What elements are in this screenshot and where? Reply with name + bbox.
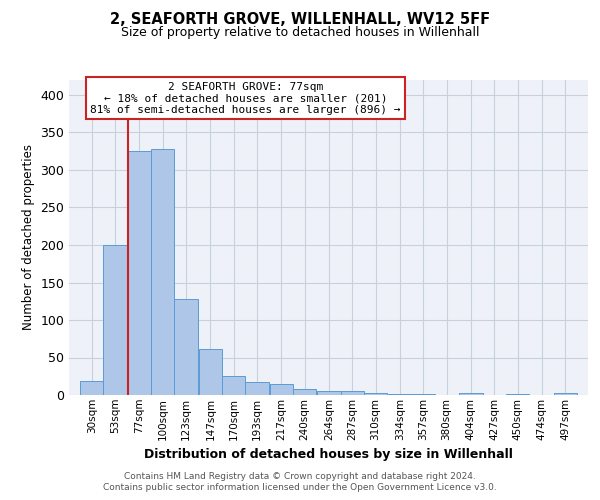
Bar bbox=[388, 394, 412, 395]
Text: 2, SEAFORTH GROVE, WILLENHALL, WV12 5FF: 2, SEAFORTH GROVE, WILLENHALL, WV12 5FF bbox=[110, 12, 490, 28]
Bar bbox=[459, 393, 482, 395]
Bar bbox=[245, 382, 269, 395]
Bar bbox=[270, 384, 293, 395]
Bar bbox=[554, 393, 577, 395]
Bar bbox=[175, 299, 198, 395]
X-axis label: Distribution of detached houses by size in Willenhall: Distribution of detached houses by size … bbox=[144, 448, 513, 461]
Bar bbox=[199, 348, 222, 395]
Text: 2 SEAFORTH GROVE: 77sqm
← 18% of detached houses are smaller (201)
81% of semi-d: 2 SEAFORTH GROVE: 77sqm ← 18% of detache… bbox=[90, 82, 401, 115]
Bar bbox=[80, 381, 103, 395]
Bar bbox=[364, 393, 387, 395]
Bar bbox=[412, 394, 435, 395]
Bar bbox=[128, 151, 151, 395]
Bar bbox=[506, 394, 529, 395]
Bar bbox=[151, 149, 175, 395]
Bar bbox=[222, 376, 245, 395]
Text: Contains public sector information licensed under the Open Government Licence v3: Contains public sector information licen… bbox=[103, 484, 497, 492]
Bar bbox=[341, 391, 364, 395]
Bar bbox=[293, 389, 316, 395]
Bar bbox=[103, 245, 127, 395]
Text: Contains HM Land Registry data © Crown copyright and database right 2024.: Contains HM Land Registry data © Crown c… bbox=[124, 472, 476, 481]
Text: Size of property relative to detached houses in Willenhall: Size of property relative to detached ho… bbox=[121, 26, 479, 39]
Bar bbox=[317, 390, 341, 395]
Y-axis label: Number of detached properties: Number of detached properties bbox=[22, 144, 35, 330]
